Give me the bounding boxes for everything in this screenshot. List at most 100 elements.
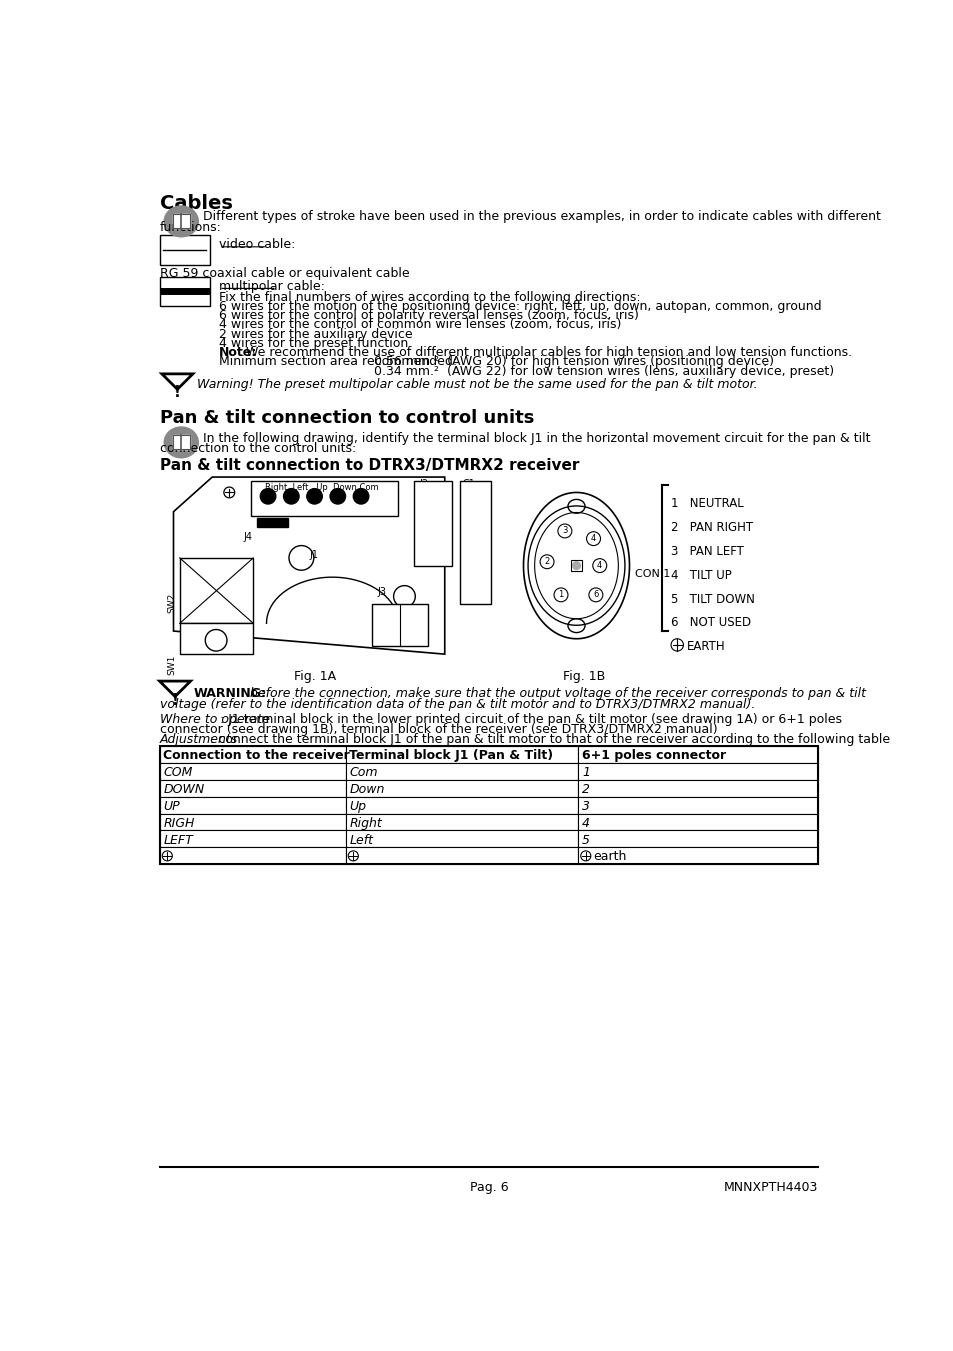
Bar xyxy=(181,215,190,228)
Text: 6+1 poles connector: 6+1 poles connector xyxy=(581,748,725,762)
Ellipse shape xyxy=(164,205,198,236)
Text: Adjustments: Adjustments xyxy=(159,734,237,747)
Text: 3: 3 xyxy=(581,800,589,813)
Bar xyxy=(345,763,578,780)
Bar xyxy=(578,763,818,780)
Text: 5: 5 xyxy=(581,834,589,847)
Text: 5   TILT DOWN: 5 TILT DOWN xyxy=(670,593,754,605)
Text: multipolar cable:: multipolar cable: xyxy=(219,280,325,293)
Text: 1: 1 xyxy=(558,590,563,600)
Text: J1: J1 xyxy=(309,550,317,561)
Text: Right  Left   Up  Down Com: Right Left Up Down Com xyxy=(265,484,378,492)
Text: !: ! xyxy=(172,693,178,708)
Text: connector (see drawing 1B), terminal block of the receiver (see DTRX3/DTMRX2 man: connector (see drawing 1B), terminal blo… xyxy=(159,723,717,736)
Text: Down: Down xyxy=(349,782,384,796)
Text: 4: 4 xyxy=(590,534,596,543)
Text: Pan & tilt connection to DTRX3/DTMRX2 receiver: Pan & tilt connection to DTRX3/DTMRX2 re… xyxy=(159,458,578,473)
Text: Pag. 6: Pag. 6 xyxy=(469,1181,508,1194)
Text: 2   PAN RIGHT: 2 PAN RIGHT xyxy=(670,521,752,534)
Text: SW2: SW2 xyxy=(167,593,176,613)
Text: !: ! xyxy=(173,385,181,400)
Text: Warning! The preset multipolar cable must not be the same used for the pan & til: Warning! The preset multipolar cable mus… xyxy=(196,378,757,392)
Bar xyxy=(159,746,345,763)
Bar xyxy=(159,797,345,813)
Bar xyxy=(172,435,181,450)
Text: 6 wires for the motion of the positioning device: right, left, up, down, autopan: 6 wires for the motion of the positionin… xyxy=(219,300,821,313)
Text: WARNING:: WARNING: xyxy=(193,688,267,700)
Text: video cable:: video cable: xyxy=(219,238,295,251)
Text: before the connection, make sure that the output voltage of the receiver corresp: before the connection, make sure that th… xyxy=(246,688,865,700)
Text: Note:: Note: xyxy=(219,346,257,359)
Bar xyxy=(159,277,210,307)
Bar xyxy=(159,847,345,865)
Bar xyxy=(251,481,397,516)
Text: CON 1: CON 1 xyxy=(634,570,669,580)
Text: MNNXPTH4403: MNNXPTH4403 xyxy=(723,1181,818,1194)
Text: Up: Up xyxy=(349,800,366,813)
Text: RIGH: RIGH xyxy=(163,816,194,830)
Text: functions:: functions: xyxy=(159,220,221,234)
Bar xyxy=(345,797,578,813)
Bar xyxy=(179,623,253,654)
Text: 1: 1 xyxy=(581,766,589,778)
Text: 6 wires for the control of polarity reversal lenses (zoom, focus, iris): 6 wires for the control of polarity reve… xyxy=(219,309,639,322)
Text: 3   PAN LEFT: 3 PAN LEFT xyxy=(670,544,743,558)
Text: In the following drawing, identify the terminal block J1 in the horizontal movem: In the following drawing, identify the t… xyxy=(203,431,869,444)
Text: J2: J2 xyxy=(419,480,429,489)
Text: J4: J4 xyxy=(243,532,252,542)
Text: LEFT: LEFT xyxy=(163,834,193,847)
Bar xyxy=(571,561,581,571)
Text: 4: 4 xyxy=(581,816,589,830)
Text: 4: 4 xyxy=(597,561,601,570)
Text: Minimum section area recommended:: Minimum section area recommended: xyxy=(219,355,456,369)
Text: earth: earth xyxy=(593,851,626,863)
Circle shape xyxy=(353,489,369,504)
Text: Com: Com xyxy=(349,766,377,778)
Text: 0.56 mm.²  (AWG 20) for high tension wires (positioning device): 0.56 mm.² (AWG 20) for high tension wire… xyxy=(374,355,774,369)
Text: : connect the terminal block J1 of the pan & tilt motor to that of the receiver : : connect the terminal block J1 of the p… xyxy=(210,734,889,747)
Text: 6   NOT USED: 6 NOT USED xyxy=(670,616,750,630)
Circle shape xyxy=(572,562,579,570)
Bar xyxy=(345,813,578,831)
Text: connection to the control units:: connection to the control units: xyxy=(159,442,355,455)
Bar xyxy=(578,780,818,797)
Text: Where to operate: Where to operate xyxy=(159,713,270,727)
Circle shape xyxy=(283,489,298,504)
Text: DOWN: DOWN xyxy=(163,782,205,796)
Bar xyxy=(578,746,818,763)
Bar xyxy=(578,831,818,847)
Bar xyxy=(159,780,345,797)
Text: 4 wires for the control of common wire lenses (zoom, focus, iris): 4 wires for the control of common wire l… xyxy=(219,319,621,331)
Bar xyxy=(159,831,345,847)
Circle shape xyxy=(260,489,275,504)
Text: : J1 terminal block in the lower printed circuit of the pan & tilt motor (see dr: : J1 terminal block in the lower printed… xyxy=(220,713,841,727)
Text: UP: UP xyxy=(163,800,180,813)
Bar xyxy=(578,847,818,865)
Bar xyxy=(159,763,345,780)
Bar xyxy=(372,604,427,646)
Text: Cables: Cables xyxy=(159,195,233,213)
Text: Different types of stroke have been used in the previous examples, in order to i: Different types of stroke have been used… xyxy=(203,209,880,223)
Ellipse shape xyxy=(164,427,198,458)
Text: 4   TILT UP: 4 TILT UP xyxy=(670,569,731,582)
Text: 2 wires for the auxiliary device: 2 wires for the auxiliary device xyxy=(219,328,413,340)
Text: COM: COM xyxy=(163,766,193,778)
Text: Terminal block J1 (Pan & Tilt): Terminal block J1 (Pan & Tilt) xyxy=(349,748,553,762)
Text: voltage (refer to the identification data of the pan & tilt motor and to DTRX3/D: voltage (refer to the identification dat… xyxy=(159,698,754,711)
Text: 1   NEUTRAL: 1 NEUTRAL xyxy=(670,497,743,511)
Bar xyxy=(578,813,818,831)
Circle shape xyxy=(307,489,322,504)
Bar xyxy=(172,215,181,228)
Bar xyxy=(159,235,210,265)
Text: Fig. 1B: Fig. 1B xyxy=(562,670,604,682)
Text: RG 59 coaxial cable or equivalent cable: RG 59 coaxial cable or equivalent cable xyxy=(159,267,409,280)
Text: We recommend the use of different multipolar cables for high tension and low ten: We recommend the use of different multip… xyxy=(242,346,852,359)
Bar xyxy=(578,797,818,813)
Text: EARTH: EARTH xyxy=(686,640,725,654)
Bar xyxy=(345,847,578,865)
Text: 2: 2 xyxy=(544,557,549,566)
Bar xyxy=(257,517,288,527)
Text: 0.34 mm.²  (AWG 22) for low tension wires (lens, auxiliary device, preset): 0.34 mm.² (AWG 22) for low tension wires… xyxy=(374,365,834,378)
Bar xyxy=(345,780,578,797)
Bar xyxy=(181,435,190,450)
